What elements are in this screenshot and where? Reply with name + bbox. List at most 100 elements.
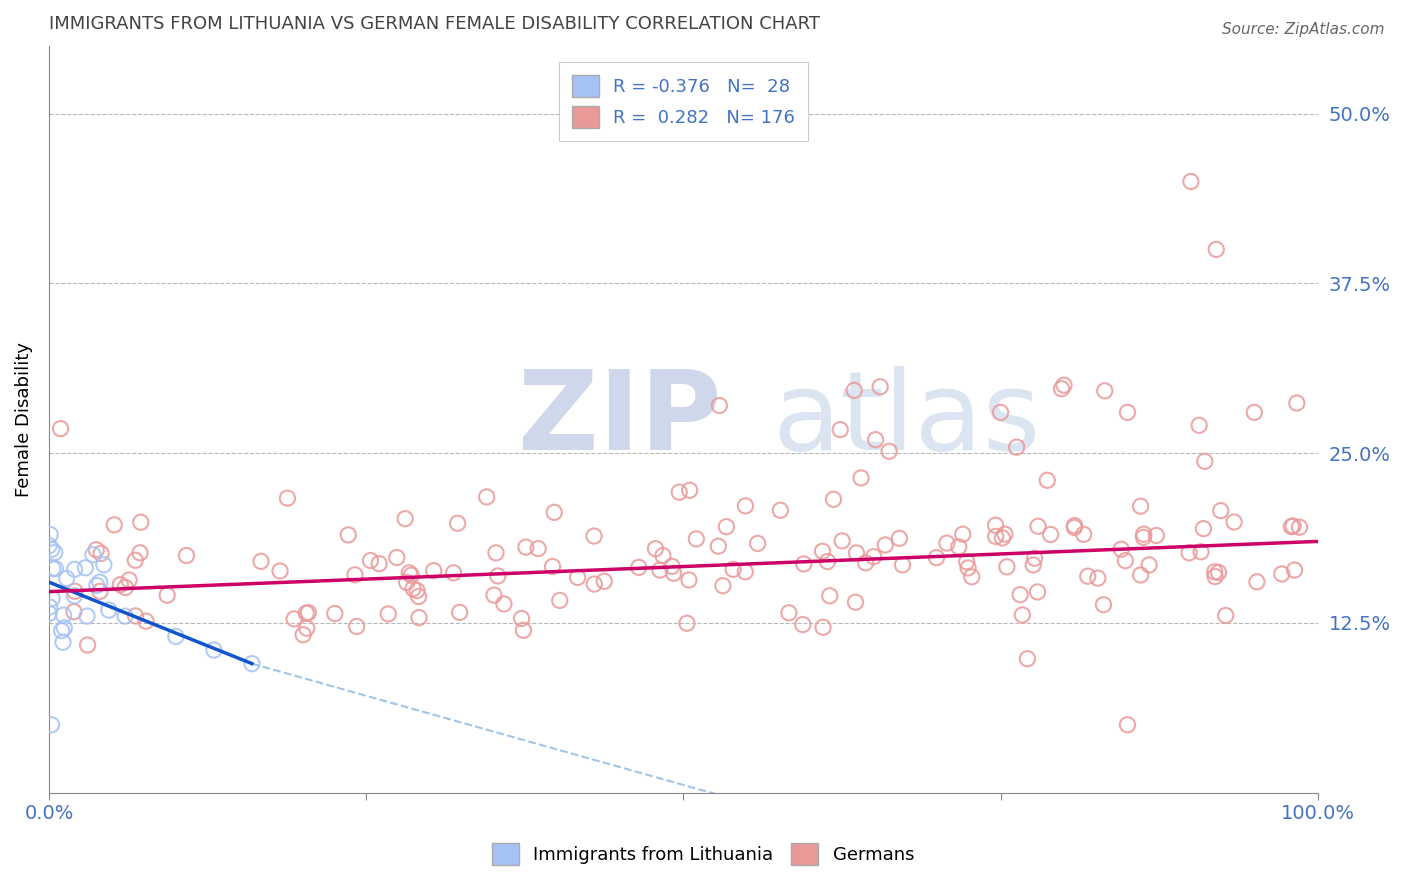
Point [583,529,606,543]
Point [44,561,66,575]
Point [1137,558,1160,572]
Point [114,581,136,595]
Point [778,606,800,620]
Point [1073,527,1095,541]
Point [1094,384,1116,398]
Point [1205,243,1227,257]
Point [711,579,734,593]
Point [76,638,98,652]
Point [76,609,98,624]
Point [769,503,792,517]
Point [377,607,399,621]
Point [42,561,65,575]
Point [869,380,891,394]
Point [449,606,471,620]
Text: IMMIGRANTS FROM LITHUANIA VS GERMAN FEMALE DISABILITY CORRELATION CHART: IMMIGRANTS FROM LITHUANIA VS GERMAN FEMA… [49,15,820,33]
Point [891,558,914,572]
Point [1022,558,1045,572]
Legend: R = -0.376   N=  28, R =  0.282   N= 176: R = -0.376 N= 28, R = 0.282 N= 176 [560,62,807,141]
Point [346,619,368,633]
Text: ZIP: ZIP [519,366,721,473]
Point [541,559,564,574]
Point [935,536,957,550]
Point [1209,503,1232,517]
Point [1087,571,1109,585]
Y-axis label: Female Disability: Female Disability [15,342,32,497]
Point [1285,396,1308,410]
Point [811,620,834,634]
Point [855,556,877,570]
Point [548,593,571,607]
Point [41,542,63,557]
Point [1129,568,1152,582]
Point [135,614,157,628]
Point [1144,528,1167,542]
Point [734,565,756,579]
Point [202,643,225,657]
Point [408,590,430,604]
Point [402,582,425,596]
Point [492,597,515,611]
Point [865,433,887,447]
Point [1188,418,1211,433]
Point [831,533,853,548]
Point [103,517,125,532]
Point [510,611,533,625]
Point [543,505,565,519]
Point [1279,519,1302,533]
Point [44,545,66,559]
Point [862,549,884,564]
Point [385,550,408,565]
Point [952,527,974,541]
Point [1026,519,1049,533]
Point [52,608,75,623]
Point [734,499,756,513]
Point [515,540,537,554]
Point [990,405,1012,419]
Point [485,546,508,560]
Text: atlas: atlas [772,366,1040,473]
Point [1063,520,1085,534]
Point [1215,608,1237,623]
Point [1024,551,1046,566]
Point [948,540,970,554]
Text: Source: ZipAtlas.com: Source: ZipAtlas.com [1222,22,1385,37]
Point [39,527,62,541]
Point [793,557,815,571]
Point [406,583,429,598]
Point [343,567,366,582]
Point [844,384,866,398]
Point [63,562,86,576]
Point [124,553,146,567]
Point [512,624,534,638]
Point [129,515,152,529]
Point [1017,651,1039,665]
Point [1026,585,1049,599]
Point [63,589,86,603]
Point [110,577,132,591]
Point [1132,527,1154,541]
Point [276,491,298,505]
Point [475,490,498,504]
Point [679,483,702,498]
Point [1204,569,1226,583]
Point [443,566,465,580]
Point [957,561,980,575]
Point [1180,174,1202,188]
Point [84,542,107,557]
Point [1282,519,1305,533]
Point [297,606,319,620]
Point [956,555,979,569]
Point [1109,542,1132,557]
Point [875,538,897,552]
Point [1116,718,1139,732]
Point [984,529,1007,543]
Point [124,608,146,623]
Point [877,444,900,458]
Point [51,624,73,638]
Point [55,571,77,585]
Point [1246,574,1268,589]
Point [114,609,136,624]
Point [250,554,273,568]
Point [337,528,360,542]
